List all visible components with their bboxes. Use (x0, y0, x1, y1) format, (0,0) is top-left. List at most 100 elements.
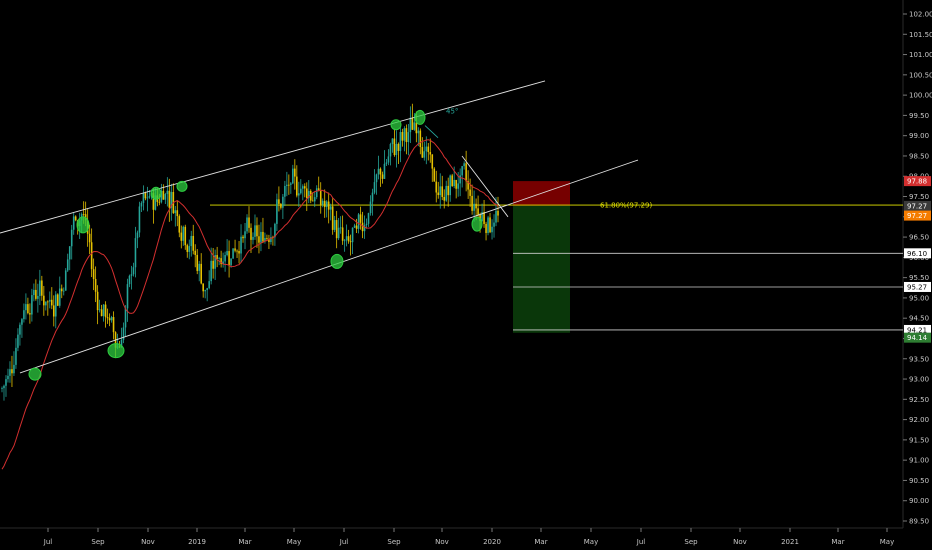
candle-body (393, 138, 396, 156)
candle-body (182, 226, 185, 241)
candle-body (240, 236, 242, 254)
candle-body (357, 214, 360, 229)
candle-body (148, 196, 151, 198)
candle-body (70, 229, 73, 247)
candle-body (244, 231, 246, 239)
lower-channel-line (19, 159, 639, 374)
price-badge (904, 176, 931, 187)
x-tick-label: 2021 (781, 538, 799, 546)
candle-body (146, 197, 149, 199)
candle-body (246, 217, 248, 232)
candle-body (216, 255, 218, 259)
candle-body (417, 130, 420, 134)
upper-channel-line (0, 80, 546, 234)
candle-body (178, 216, 181, 233)
candle-body (369, 201, 372, 214)
y-tick-label: 91.50 (909, 436, 929, 444)
candle-body (74, 216, 77, 221)
candle-body (3, 385, 5, 389)
swing-point-highlight (76, 216, 90, 234)
candle-body (198, 263, 201, 271)
x-tick-label: Nov (435, 538, 449, 546)
candle-body (491, 226, 493, 233)
candle-body (200, 263, 202, 284)
candle-body (292, 168, 294, 184)
swing-point-highlight (414, 109, 426, 125)
y-tick-label: 89.50 (909, 518, 929, 526)
candle-body (192, 235, 195, 251)
candle-body (399, 132, 402, 151)
candle-body (335, 220, 338, 239)
candle-body (170, 191, 173, 208)
moving-average-line (1, 139, 499, 470)
y-tick-label: 91.00 (909, 457, 929, 465)
candle-body (437, 192, 440, 196)
candle-body (56, 294, 59, 306)
candle-body (471, 195, 473, 211)
candle-body (248, 217, 250, 228)
candle-body (333, 220, 336, 230)
candle-body (343, 240, 346, 242)
y-tick-label: 96.50 (909, 234, 929, 242)
candle-body (387, 156, 390, 163)
candle-body (138, 206, 141, 233)
candle-body (429, 152, 432, 155)
candle-body (327, 201, 330, 210)
candle-body (385, 162, 388, 164)
y-tick-label: 102.00 (909, 11, 932, 19)
candle-body (250, 227, 252, 240)
candle-body (66, 259, 69, 271)
price-badge-label: 94.21 (907, 326, 927, 334)
candle-body (307, 190, 310, 199)
candle-body (311, 200, 314, 202)
candle-body (467, 181, 469, 190)
candle-body (21, 319, 23, 325)
y-tick-label: 95.50 (909, 274, 929, 282)
candle-body (5, 379, 7, 386)
x-tick-label: Mar (534, 538, 547, 546)
candle-body (202, 283, 204, 292)
candle-body (17, 334, 19, 348)
take-profit-zone (513, 205, 570, 333)
candle-body (325, 201, 328, 208)
candle-body (134, 238, 137, 268)
candle-body (120, 339, 123, 348)
candle-body (176, 210, 179, 217)
candle-body (208, 281, 210, 289)
candle-body (238, 251, 240, 254)
candle-body (41, 280, 43, 296)
candle-body (142, 192, 145, 203)
candle-body (194, 250, 197, 255)
candle-body (184, 226, 187, 246)
candle-body (379, 168, 382, 175)
candle-body (266, 238, 268, 239)
candle-body (13, 364, 15, 374)
x-tick-label: Mar (238, 538, 251, 546)
candle-body (9, 369, 11, 376)
candle-body (168, 190, 171, 208)
candle-body (323, 200, 326, 208)
candle-body (425, 146, 428, 152)
candle-body (108, 318, 111, 321)
candle-body (35, 289, 37, 299)
candle-body (122, 327, 125, 340)
price-badge (904, 200, 931, 211)
candle-body (441, 186, 444, 197)
candle-body (497, 210, 499, 216)
candle-body (331, 206, 334, 230)
swing-point-highlight (176, 180, 188, 192)
candle-body (152, 193, 155, 210)
candle-body (126, 284, 129, 309)
x-tick-label: 2019 (188, 538, 206, 546)
candle-body (303, 186, 306, 189)
y-tick-label: 95.00 (909, 294, 929, 302)
candle-body (130, 274, 133, 276)
candle-body (286, 184, 288, 186)
candle-body (315, 188, 318, 198)
y-tick-label: 92.00 (909, 416, 929, 424)
candle-body (280, 203, 282, 208)
price-badge (904, 281, 931, 292)
candle-body (389, 144, 392, 157)
